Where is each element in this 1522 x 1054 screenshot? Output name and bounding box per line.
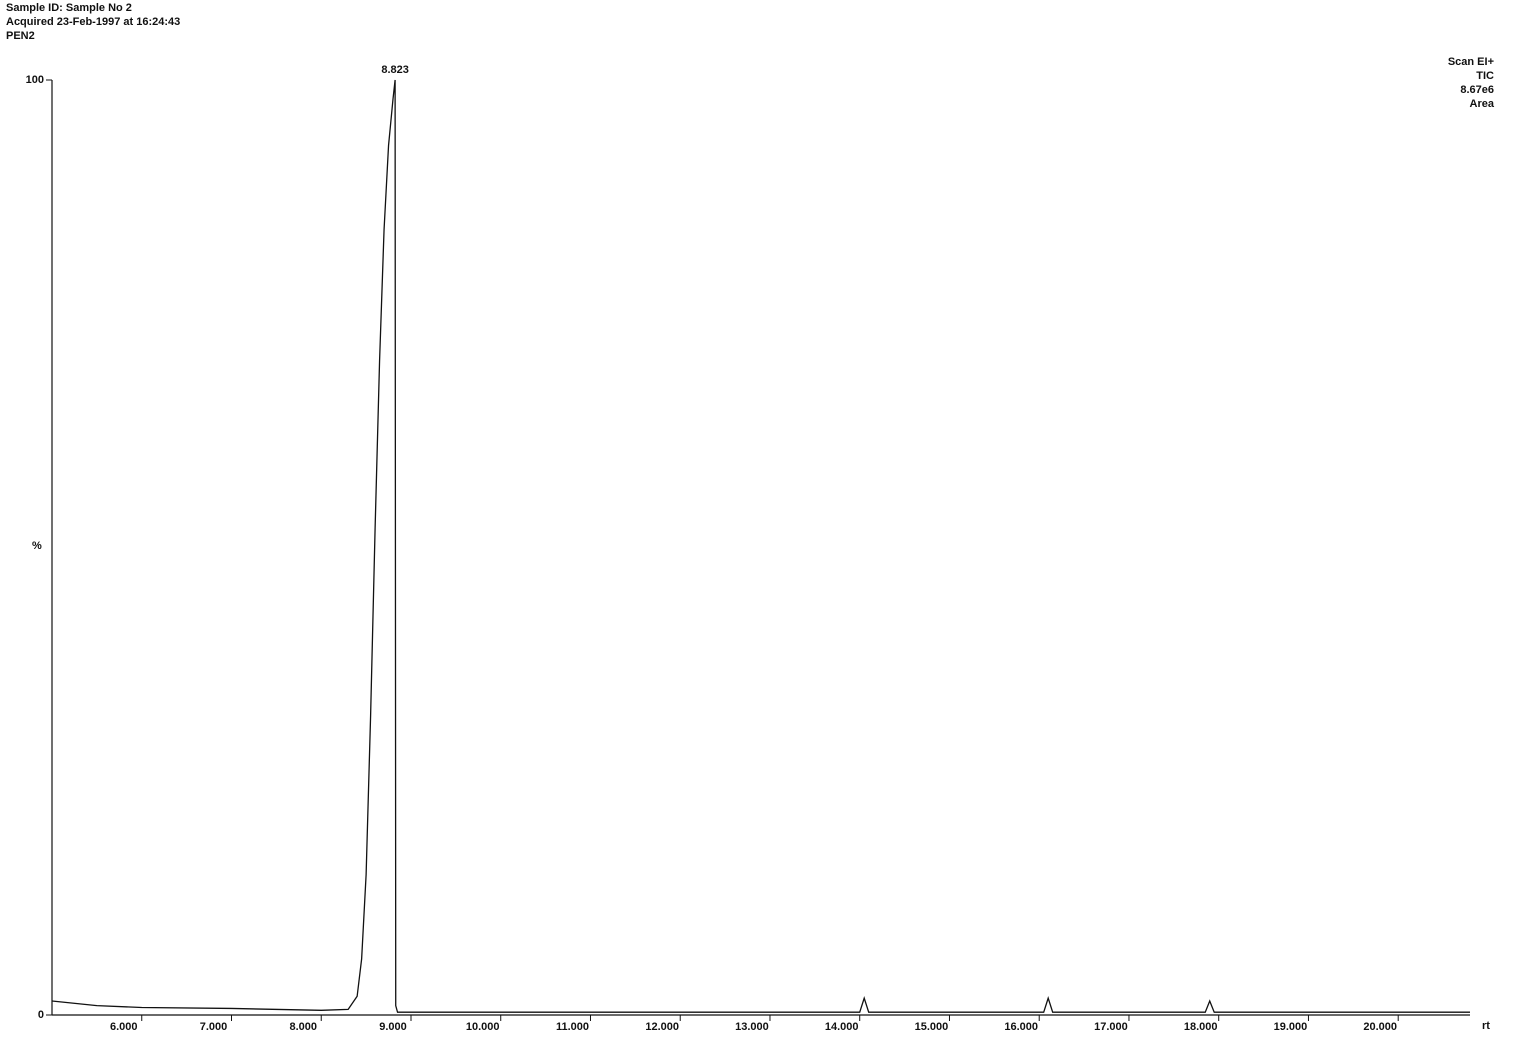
x-tick-label: 11.000 xyxy=(556,1021,589,1033)
x-tick-label: 14.000 xyxy=(825,1021,859,1033)
x-tick-label: 7.000 xyxy=(200,1021,228,1033)
x-axis-label: rt xyxy=(1482,1020,1490,1032)
subtitle: PEN2 xyxy=(6,30,35,42)
info: 8.67e6 xyxy=(1460,84,1494,96)
x-tick-label: 19.000 xyxy=(1274,1021,1308,1033)
trace xyxy=(51,79,1470,1013)
y-tick-label: 0 xyxy=(38,1009,44,1021)
x-tick-label: 18.000 xyxy=(1184,1021,1218,1033)
chart-title: Sample ID: Sample No 2 xyxy=(6,2,132,14)
x-tick-label: 8.000 xyxy=(289,1021,317,1033)
info: TIC xyxy=(1476,70,1494,82)
x-tick-label: 10.000 xyxy=(466,1021,500,1033)
subtitle: Acquired 23-Feb-1997 at 16:24:43 xyxy=(6,16,180,28)
peak-label: 8.823 xyxy=(381,64,409,76)
x-tick-label: 16.000 xyxy=(1004,1021,1038,1033)
x-tick-label: 6.000 xyxy=(110,1021,138,1033)
y-tick-label: 100 xyxy=(26,74,44,86)
y-axis-label: % xyxy=(32,540,42,552)
x-tick-label: 20.000 xyxy=(1363,1021,1397,1033)
x-tick-label: 12.000 xyxy=(645,1021,679,1033)
x-tick-label: 17.000 xyxy=(1094,1021,1128,1033)
x-tick-label: 9.000 xyxy=(379,1021,407,1033)
info: Area xyxy=(1470,98,1495,110)
info: Scan EI+ xyxy=(1448,56,1494,68)
x-tick-label: 13.000 xyxy=(735,1021,769,1033)
x-tick-label: 15.000 xyxy=(915,1021,949,1033)
